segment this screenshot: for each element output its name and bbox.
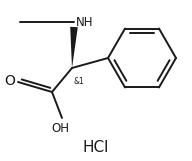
Text: NH: NH: [76, 15, 94, 28]
Text: OH: OH: [51, 122, 69, 134]
Text: HCl: HCl: [83, 141, 109, 156]
Text: &1: &1: [74, 77, 85, 86]
Text: O: O: [5, 74, 15, 88]
Polygon shape: [70, 27, 78, 68]
